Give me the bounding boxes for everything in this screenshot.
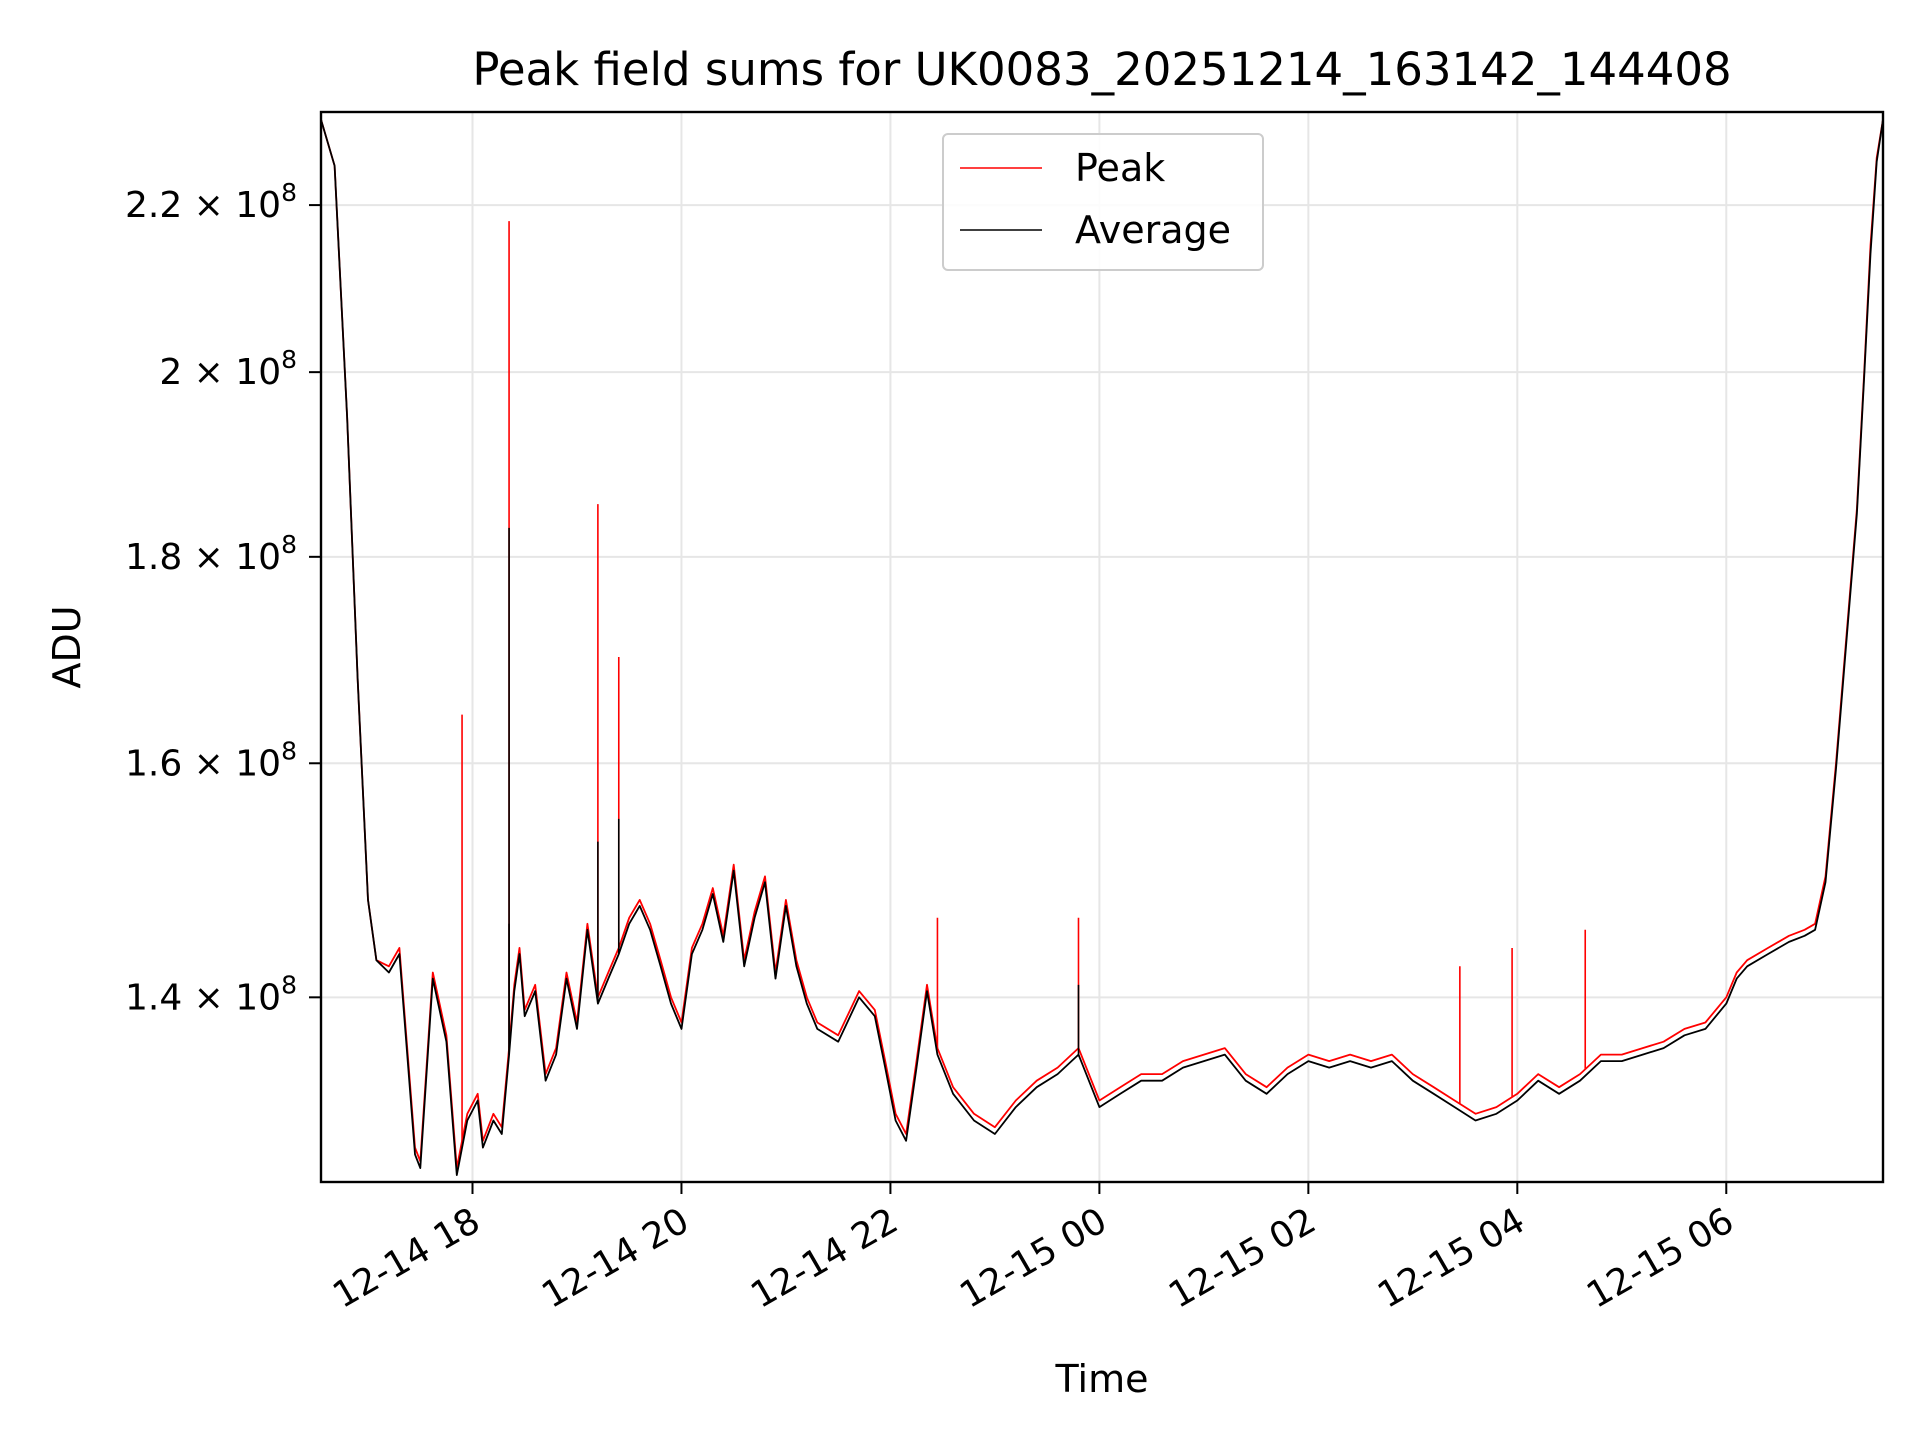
y-tick-label: 2 × 108 (159, 345, 297, 393)
plot-frame (319, 110, 1885, 1184)
x-axis-label: Time (1055, 1357, 1149, 1401)
y-tick-label: 1.4 × 108 (125, 970, 297, 1018)
y-axis: 1.4 × 108 1.6 × 108 1.8 × 108 2 × 108 2.2 × … (125, 178, 321, 1018)
series-layer (320, 119, 1884, 1176)
y-tick-label: 2.2 × 108 (125, 178, 297, 226)
series-line-average (320, 119, 1884, 1176)
legend-peak-label: Peak (1075, 146, 1165, 190)
legend-average-label: Average (1075, 208, 1231, 252)
y-axis-label: ADU (45, 605, 89, 688)
y-tick-label: 1.6 × 108 (125, 736, 297, 784)
legend: Peak Average (942, 133, 1264, 271)
chart-title: Peak field sums for UK0083_20251214_1631… (472, 43, 1731, 96)
grid (321, 112, 1883, 1182)
y-tick-label: 1.8 × 108 (125, 530, 297, 578)
